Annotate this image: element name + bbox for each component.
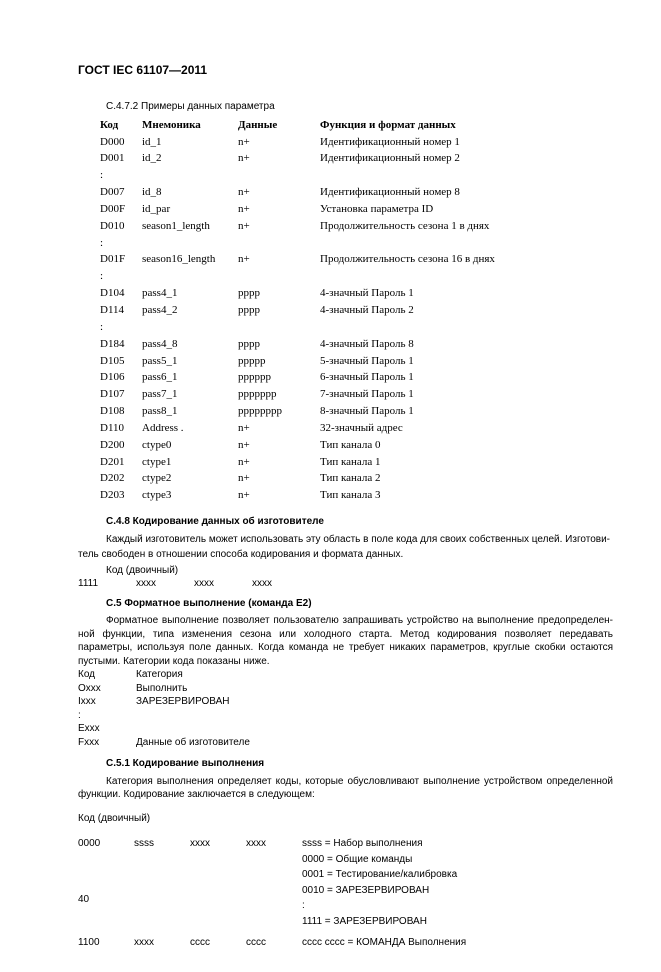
sec-51-codelabel: Код (двоичный) xyxy=(78,812,613,826)
sec-478-codelabel: Код (двоичный) xyxy=(78,564,613,578)
sec-478-title: С.4.8 Кодирование данных об изготовителе xyxy=(78,515,613,529)
sec-5-cats: КодКатегория OxxxВыполнитьIxxxЗАРЕЗЕРВИР… xyxy=(78,668,613,749)
sec-5-title: С.5 Форматное выполнение (команда E2) xyxy=(78,597,613,611)
sec-478-para1a: Каждый изготовитель может использовать э… xyxy=(78,533,613,547)
sec-478-para1b: тель свободен в отношении способа кодиро… xyxy=(78,548,613,562)
sec-5-para: Форматное выполнение позволяет пользоват… xyxy=(78,614,613,668)
sec-51-para: Категория выполнения определяет коды, ко… xyxy=(78,775,613,802)
sec-478-coderow: 1111 xxxx xxxx xxxx xyxy=(78,577,613,591)
table-51: 0000ssssxxxxxxxxssss = Набор выполнения0… xyxy=(78,831,466,952)
page-number: 40 xyxy=(78,894,89,905)
doc-header: ГОСТ IEC 61107—2011 xyxy=(78,62,613,78)
sec-472-title: С.4.7.2 Примеры данных параметра xyxy=(106,100,613,114)
table-472: КодМнемоникаДанныеФункция и формат данны… xyxy=(100,118,495,505)
sec-51-title: С.5.1 Кодирование выполнения xyxy=(78,757,613,771)
